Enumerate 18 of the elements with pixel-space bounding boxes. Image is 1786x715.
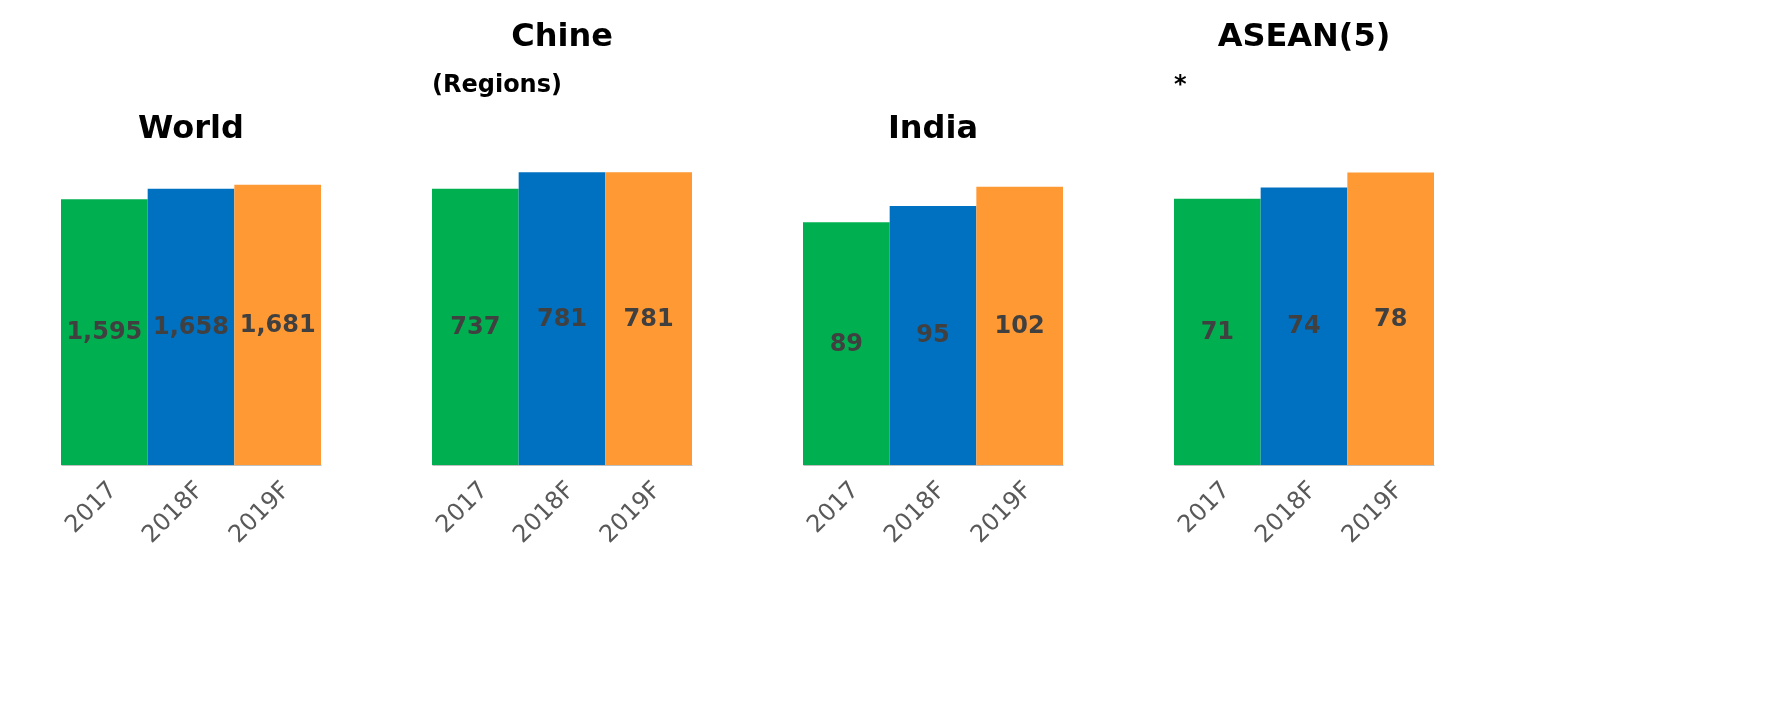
data-label: 102 [994,310,1045,339]
data-label: 71 [1200,316,1235,345]
chart-title: India [887,108,979,146]
chart-title: ASEAN(5) [1217,16,1391,54]
data-label: 737 [450,311,501,340]
data-label: 1,681 [239,309,316,338]
text: (Regions) [432,70,562,98]
text: * [1174,70,1187,98]
data-label: 78 [1373,303,1408,332]
data-label: 1,595 [66,317,143,346]
data-label: 781 [536,303,588,332]
data-label: 1,658 [153,311,229,340]
data-label: 89 [829,328,864,357]
data-label: 74 [1287,311,1321,340]
data-label: 95 [916,320,950,349]
chart-title: Chine [511,16,613,54]
chart-title: World [138,108,244,146]
data-label: 781 [623,303,674,332]
